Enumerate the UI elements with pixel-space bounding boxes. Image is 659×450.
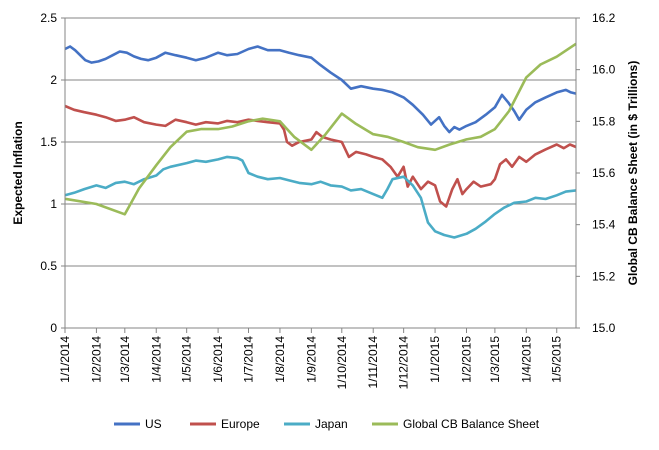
- y-right-axis-label: Global CB Balance Sheet (in $ Trillions): [626, 61, 640, 286]
- x-tick-label: 1/2/2014: [89, 336, 103, 383]
- legend-item: US: [114, 417, 162, 431]
- series-lines: [64, 42, 577, 239]
- y-left-tick-label: 0: [50, 321, 57, 335]
- series-line-global-cb-balance-sheet: [64, 42, 577, 216]
- y-right-tick-label: 15.2: [592, 269, 616, 283]
- y-right-tick-label: 16.2: [592, 11, 616, 25]
- legend: US Europe Japan Global CB Balance Sheet: [114, 417, 540, 431]
- legend-item: Global CB Balance Sheet: [372, 417, 540, 431]
- y-left-tick-label: 1: [50, 197, 57, 211]
- x-tick-label: 1/6/2014: [211, 336, 225, 383]
- y-right-tick-label: 15.0: [592, 321, 616, 335]
- legend-item: Europe: [190, 417, 260, 431]
- series-line-europe: [64, 104, 577, 208]
- y-right-tick-labels: 15.0 15.2 15.4 15.6 15.8 16.0 16.2: [592, 11, 616, 335]
- y-right-tick-label: 15.8: [592, 114, 616, 128]
- legend-label: Europe: [221, 417, 260, 431]
- x-tick-label: 1/1/2014: [58, 336, 72, 383]
- y-left-tick-label: 1.5: [40, 135, 57, 149]
- y-left-axis-label: Expected Inflation: [11, 121, 25, 224]
- x-tick-label: 1/2/2015: [460, 336, 474, 383]
- gridlines: [65, 17, 576, 267]
- x-tick-label: 1/7/2014: [242, 336, 256, 383]
- legend-label: US: [145, 417, 162, 431]
- x-tick-label: 1/10/2014: [335, 336, 349, 390]
- axes: [61, 17, 580, 333]
- x-tick-label: 1/1/2015: [428, 336, 442, 383]
- x-tick-label: 1/5/2015: [550, 336, 564, 383]
- x-tick-label: 1/11/2014: [366, 336, 380, 389]
- x-tick-label: 1/3/2014: [118, 336, 132, 383]
- series-line-japan: [64, 155, 577, 239]
- legend-item: Japan: [284, 417, 348, 431]
- y-left-tick-label: 2.5: [40, 11, 57, 25]
- x-tick-label: 1/3/2015: [488, 336, 502, 383]
- x-tick-label: 1/9/2014: [304, 336, 318, 383]
- x-tick-label: 1/4/2015: [519, 336, 533, 383]
- x-tick-label: 1/5/2014: [180, 336, 194, 383]
- series-line-us: [64, 45, 577, 134]
- x-tick-label: 1/4/2014: [149, 336, 163, 383]
- x-tick-label: 1/8/2014: [273, 336, 287, 383]
- legend-label: Global CB Balance Sheet: [403, 417, 540, 431]
- y-left-tick-label: 0.5: [40, 259, 57, 273]
- y-left-tick-labels: 0 0.5 1 1.5 2 2.5: [40, 11, 57, 335]
- y-right-tick-label: 15.4: [592, 218, 616, 232]
- legend-label: Japan: [315, 417, 348, 431]
- x-tick-labels: 1/1/2014 1/2/2014 1/3/2014 1/4/2014 1/5/2014…: [58, 336, 564, 390]
- y-right-tick-label: 15.6: [592, 166, 616, 180]
- y-right-tick-label: 16.0: [592, 63, 616, 77]
- y-left-tick-label: 2: [50, 73, 57, 87]
- x-tick-label: 1/12/2014: [397, 336, 411, 390]
